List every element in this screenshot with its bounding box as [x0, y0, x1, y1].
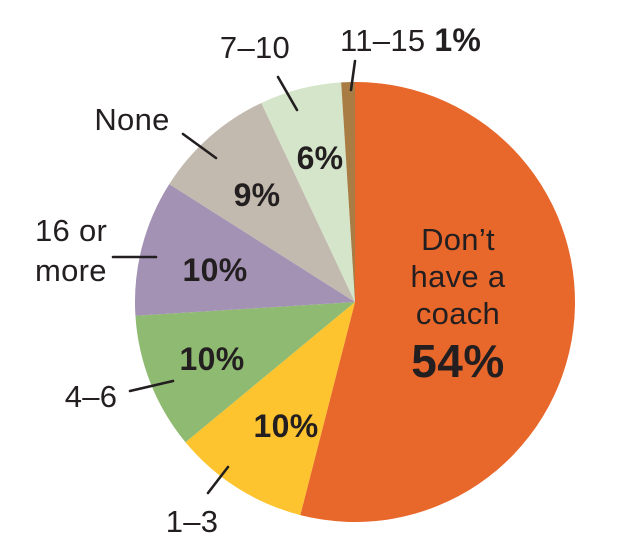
pie-slice-1-3 — [185, 302, 355, 516]
slice-label-11-15: 11–15 1% — [340, 22, 481, 58]
slice-label-4-6: 4–6 — [65, 379, 118, 414]
slice-label-line-don-t-have-a-coach: have a — [411, 259, 506, 294]
pie-slice-none — [169, 102, 355, 302]
slice-value-4-6: 10% — [180, 341, 245, 377]
slice-value-11-15: 1% — [434, 22, 481, 58]
slice-label-line-16-or-more: more — [35, 253, 107, 288]
slice-label-line-don-t-have-a-coach: coach — [416, 296, 500, 331]
leader-lines — [111, 59, 357, 495]
slice-label-1-3: 1–3 — [166, 504, 219, 539]
slice-label-line-16-or-more: 16 or — [35, 213, 107, 248]
pie-slice-don-t-have-a-coach — [300, 82, 575, 522]
slice-label-none: None — [94, 102, 169, 137]
pie-slice-11-15 — [341, 81, 355, 302]
slice-label-7-10: 7–10 — [220, 30, 290, 65]
slice-value-don-t-have-a-coach: 54% — [411, 335, 505, 387]
slice-label-line-don-t-have-a-coach: Don’t — [421, 222, 495, 257]
leader-line-none — [181, 132, 218, 160]
leader-line-7-10 — [276, 75, 299, 112]
leader-line-4-6 — [128, 379, 175, 393]
leader-line-1-3 — [206, 465, 230, 495]
leader-line-11-15 — [349, 59, 357, 92]
slice-value-1-3: 10% — [254, 408, 319, 444]
slice-value-none: 9% — [234, 177, 281, 213]
pie-slice-7-10 — [261, 82, 355, 303]
pie-slice-4-6 — [135, 302, 355, 443]
slice-value-7-10: 6% — [297, 140, 344, 176]
pie-wedges — [134, 81, 575, 522]
slice-label-text: 11–15 — [340, 23, 425, 58]
slice-value-16-or-more: 10% — [183, 252, 248, 288]
pie-slice-16-or-more — [134, 184, 355, 316]
